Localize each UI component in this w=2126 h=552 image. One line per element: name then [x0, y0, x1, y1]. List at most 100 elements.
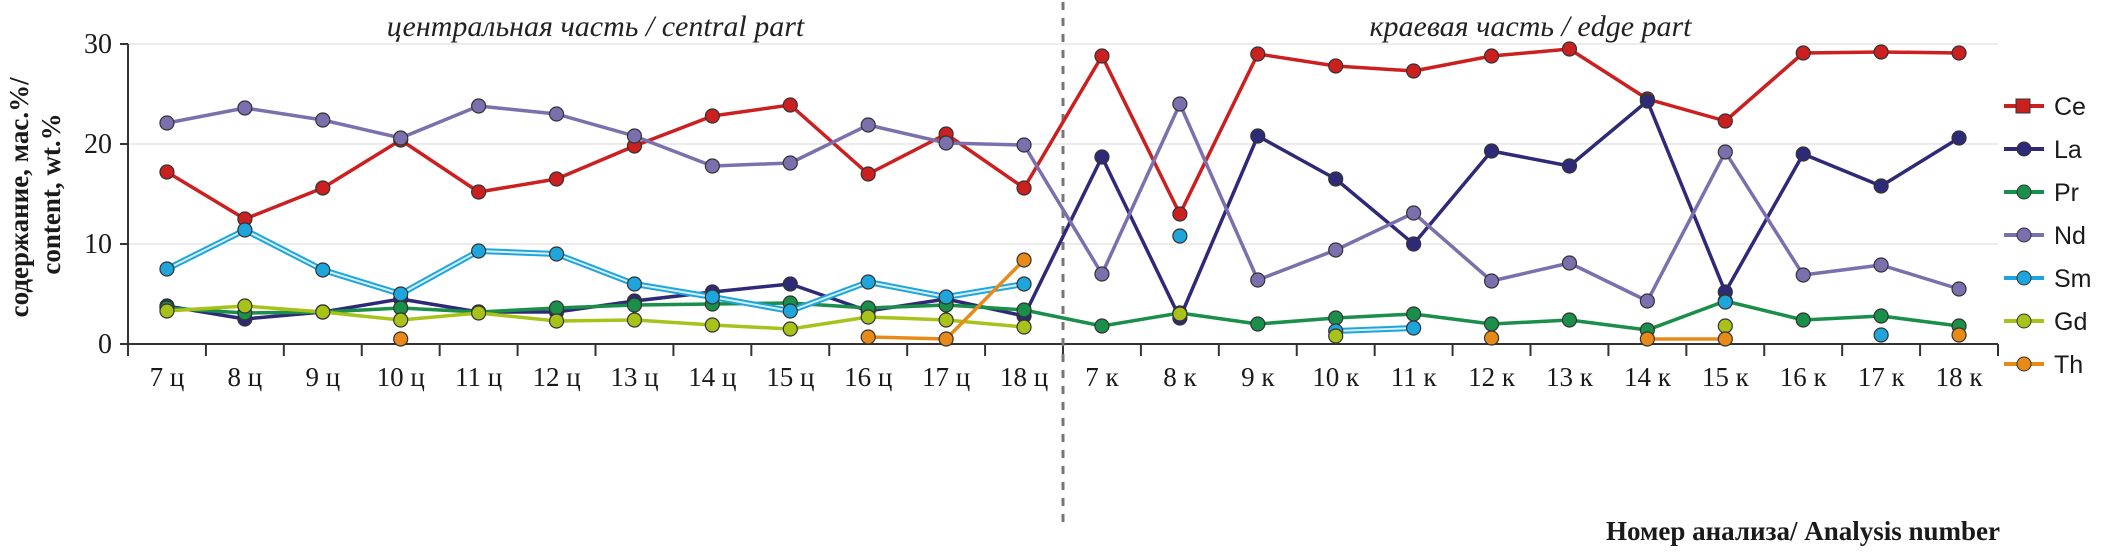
series-ce-segment-13	[1178, 52, 1260, 216]
series-nd-point-19	[1639, 293, 1655, 309]
series-nd-point-1	[237, 100, 253, 116]
series-sm-point-0	[159, 261, 175, 277]
series-sm-point-4	[471, 243, 487, 259]
series-sm-point-2	[315, 262, 331, 278]
series-la-point-21	[1795, 146, 1811, 162]
series-la-point-16	[1406, 236, 1422, 252]
series-nd-point-6	[626, 128, 643, 144]
series-nd-segment-10	[944, 141, 1026, 147]
series-ce-point-5	[548, 171, 565, 187]
series-ce-point-9	[860, 166, 876, 182]
x-tick-label-3: 10 ц	[377, 362, 425, 392]
series-ce-segment-4	[476, 177, 559, 194]
y-tick-label-10: 10	[84, 229, 112, 260]
series-la-point-14	[1250, 128, 1266, 144]
series-gd-point-7	[704, 317, 720, 333]
x-tick-label-18: 13 к	[1546, 362, 1594, 392]
series-nd-point-3	[393, 130, 409, 146]
series-sm-point-7	[704, 289, 720, 305]
x-tick-label-16: 11 к	[1391, 362, 1438, 392]
series-gd-segment-4	[476, 311, 559, 323]
series-pr-segment-14	[1256, 316, 1338, 326]
series-nd-point-5	[548, 106, 565, 122]
series-gd-segment-3	[398, 311, 481, 322]
x-tick-label-4: 11 ц	[455, 362, 502, 392]
series-gd-segment-7	[710, 323, 793, 331]
series-pr-point-21	[1795, 312, 1811, 328]
series-la-segment-15	[1333, 177, 1416, 246]
series-th-point-9	[860, 329, 876, 345]
series-nd-segment-4	[476, 104, 559, 116]
series-nd-segment-17	[1489, 261, 1572, 283]
series-sm-point-16	[1406, 320, 1422, 336]
legend-item-gd: Gd	[2004, 308, 2087, 336]
region-layer: центральная часть / central part краевая …	[387, 2, 1692, 530]
x-tick-label-22: 17 к	[1858, 362, 1906, 392]
series-ce-segment-20	[1723, 51, 1805, 123]
legend-label-ce: Ce	[2054, 93, 2086, 121]
x-tick-label-21: 16 к	[1780, 362, 1828, 392]
legend-marker-ce	[2015, 98, 2031, 114]
series-ce-point-23	[1951, 45, 1967, 61]
series-ce-segment-15	[1333, 64, 1416, 73]
y-axis-title-line-2: content, wt.%	[36, 113, 66, 274]
series-pr-segment-13	[1178, 311, 1260, 326]
series-sm-point-11	[1016, 276, 1032, 292]
series-layer	[159, 41, 1967, 347]
series-sm-point-10	[938, 289, 954, 305]
series-la-segment-20	[1723, 152, 1805, 294]
series-ce-point-20	[1717, 113, 1733, 129]
series-nd-point-4	[471, 98, 487, 114]
region-title-0: центральная часть / central part	[387, 10, 805, 43]
series-sm-segment-inner-0	[166, 229, 246, 270]
series-gd-segment-2	[321, 310, 403, 322]
y-tick-label-30: 30	[84, 29, 112, 60]
series-nd-segment-2	[321, 118, 403, 140]
series-nd-point-18	[1561, 255, 1578, 271]
series-nd-segment-8	[788, 123, 870, 165]
series-la-segment-19	[1645, 99, 1728, 294]
series-sm-segment-inner-8	[789, 281, 869, 312]
series-pr-segment-17	[1489, 318, 1572, 326]
series-th-point-19	[1639, 331, 1655, 347]
series-th-point-11	[1016, 252, 1032, 268]
series-nd-segment-5	[554, 112, 637, 138]
series-pr-segment-10	[944, 303, 1026, 312]
series-gd-point-3	[393, 312, 409, 328]
series-nd-segment-13	[1178, 102, 1260, 282]
series-sm-point-13	[1172, 228, 1188, 244]
series-ce-point-12	[1094, 48, 1110, 64]
series-ce-point-8	[782, 97, 798, 113]
series-gd-point-1	[237, 298, 253, 314]
series-nd-segment-16	[1411, 211, 1494, 283]
series-nd-segment-18	[1567, 261, 1650, 303]
legend-marker-nd	[2016, 227, 2032, 243]
series-la-segment-14	[1256, 134, 1338, 181]
x-tick-label-14: 9 к	[1241, 362, 1275, 392]
series-pr-segment-19	[1645, 299, 1728, 332]
series-pr-segment-22	[1879, 314, 1961, 328]
legend-label-gd: Gd	[2054, 308, 2087, 336]
x-tick-label-12: 7 к	[1085, 362, 1119, 392]
series-la-point-8	[782, 276, 798, 292]
series-pr-segment-9	[866, 303, 948, 310]
series-ce-point-15	[1328, 58, 1344, 74]
series-pr-segment-16	[1411, 312, 1494, 326]
series-gd-point-8	[782, 321, 798, 337]
series-pr-point-14	[1250, 316, 1266, 332]
legend-label-sm: Sm	[2054, 265, 2092, 293]
legend-label-nd: Nd	[2054, 222, 2086, 250]
series-th-point-17	[1483, 330, 1500, 346]
series-gd-point-2	[315, 304, 331, 320]
series-sm-segment-inner-7	[712, 296, 791, 312]
x-tick-label-9: 16 ц	[844, 362, 892, 392]
series-sm-segment-inner-2	[322, 269, 402, 295]
series-ce-segment-14	[1256, 52, 1338, 68]
series-ce-segment-16	[1411, 54, 1494, 73]
legend-marker-pr	[2016, 184, 2032, 200]
series-nd-segment-6	[632, 134, 715, 168]
legend-marker-la	[2016, 141, 2032, 157]
series-ce-segment-1	[243, 186, 325, 221]
series-nd-point-10	[938, 135, 954, 151]
x-tick-label-20: 15 к	[1702, 362, 1750, 392]
